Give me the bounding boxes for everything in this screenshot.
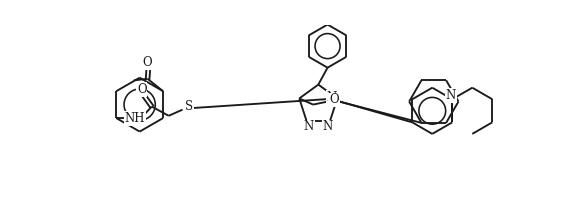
Text: O: O [137,83,147,96]
Text: S: S [184,100,193,113]
Text: N: N [446,89,456,102]
Text: NH: NH [125,112,145,125]
Text: N: N [327,91,337,104]
Text: N: N [323,120,333,134]
Text: O: O [329,93,339,107]
Text: N: N [304,120,314,134]
Text: O: O [143,56,152,69]
